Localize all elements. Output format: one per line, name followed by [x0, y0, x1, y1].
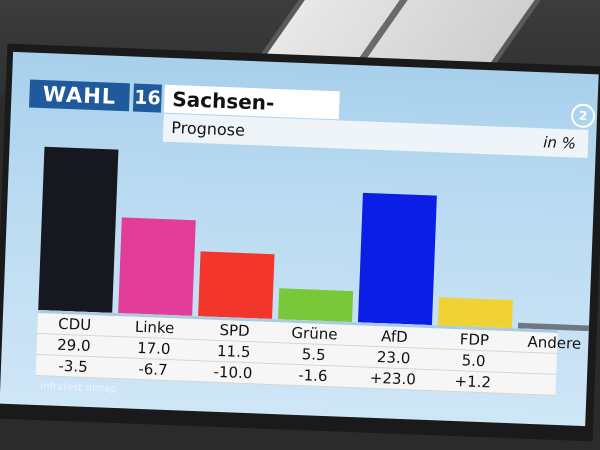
value-label-linke: 17.0: [136, 338, 171, 359]
bar-cdu: [38, 146, 119, 313]
bar-grüne: [278, 288, 354, 323]
value-label-afd: 23.0: [376, 348, 411, 368]
value-label-fdp: 5.0: [461, 351, 486, 371]
party-label-cdu: CDU: [57, 314, 92, 335]
value-label-cdu: 29.0: [56, 335, 91, 356]
tv-screen: WAHL 16 Sachsen-Anhalt Prognose in % 2 C…: [0, 51, 599, 427]
change-label-fdp: +1.2: [454, 372, 492, 392]
value-label-grüne: 5.5: [301, 345, 326, 365]
party-label-grüne: Grüne: [291, 323, 338, 344]
party-label-fdp: FDP: [459, 330, 490, 350]
value-label-spd: 11.5: [216, 341, 251, 362]
bar-andere: [517, 322, 593, 332]
party-label-linke: Linke: [134, 317, 175, 338]
change-label-cdu: -3.5: [58, 356, 89, 376]
change-label-grüne: -1.6: [297, 366, 328, 386]
change-label-spd: -10.0: [213, 362, 253, 383]
bar-linke: [118, 217, 196, 316]
party-label-spd: SPD: [219, 320, 250, 341]
bar-chart: [38, 146, 593, 332]
bar-fdp: [437, 297, 513, 329]
bar-spd: [198, 251, 275, 319]
change-label-afd: +23.0: [369, 368, 417, 389]
party-label-afd: AfD: [380, 327, 409, 347]
bar-afd: [357, 192, 437, 326]
tv-bezel: WAHL 16 Sachsen-Anhalt Prognose in % 2 C…: [0, 43, 600, 442]
change-label-linke: -6.7: [138, 359, 168, 380]
party-label-andere: Andere: [527, 332, 582, 353]
